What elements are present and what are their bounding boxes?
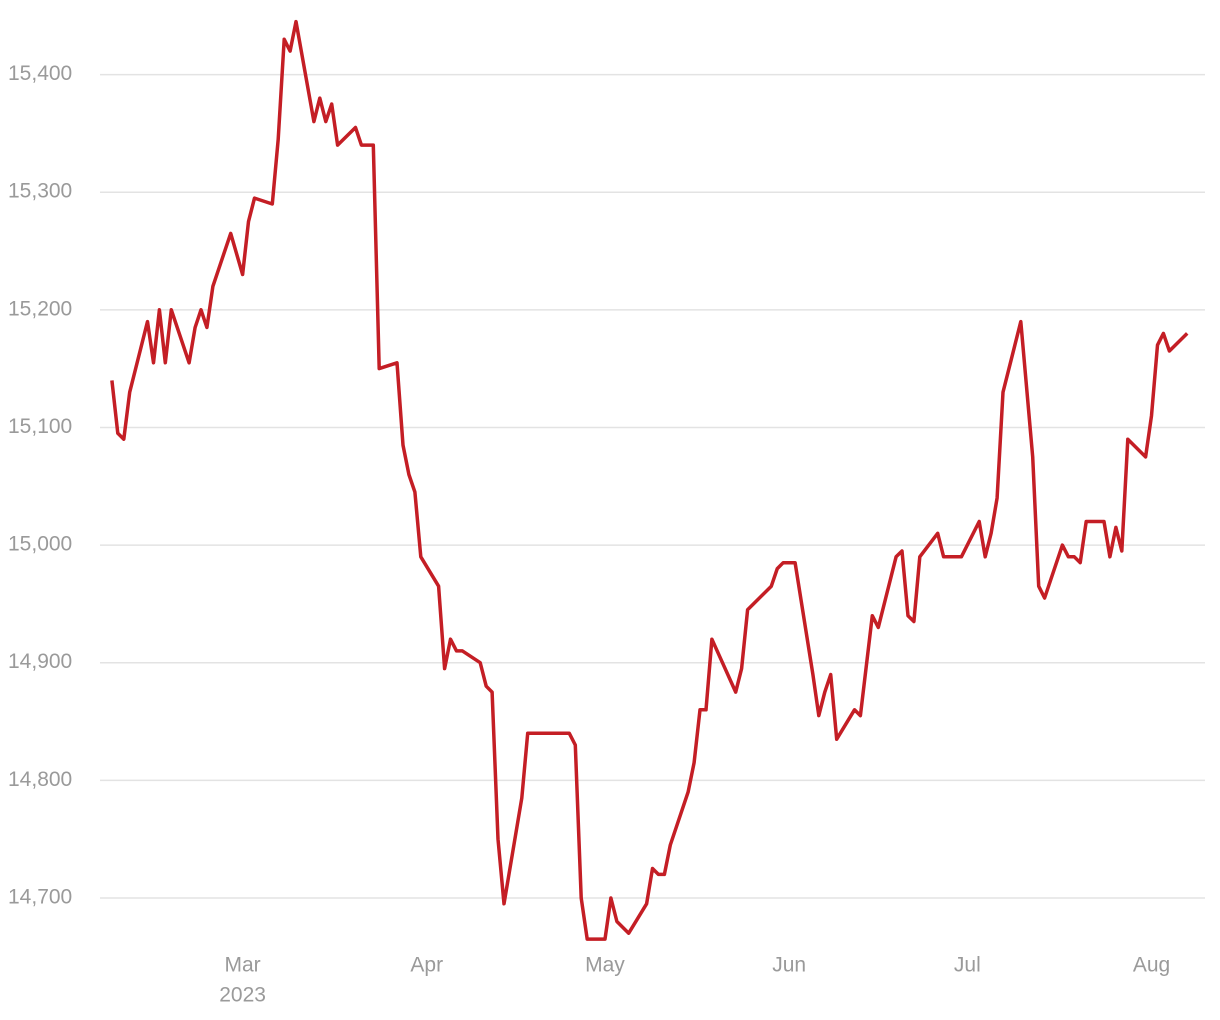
y-tick-label: 14,900 (8, 650, 72, 673)
y-tick-label: 15,200 (8, 297, 72, 320)
series-line (110, 19, 1189, 941)
y-tick-label: 15,000 (8, 533, 72, 556)
y-tick-label: 15,300 (8, 180, 72, 203)
x-tick-label: Aug (1133, 954, 1170, 977)
x-tick-label: Jul (954, 954, 981, 977)
x-year-label: 2023 (219, 984, 266, 1007)
y-tick-label: 14,700 (8, 885, 72, 908)
x-tick-label: May (585, 954, 625, 977)
x-tick-label: Mar (224, 954, 260, 977)
x-tick-label: Apr (410, 954, 443, 977)
y-tick-label: 15,100 (8, 415, 72, 438)
y-tick-label: 15,400 (8, 62, 72, 85)
x-tick-label: Jun (772, 954, 806, 977)
y-tick-label: 14,800 (8, 768, 72, 791)
